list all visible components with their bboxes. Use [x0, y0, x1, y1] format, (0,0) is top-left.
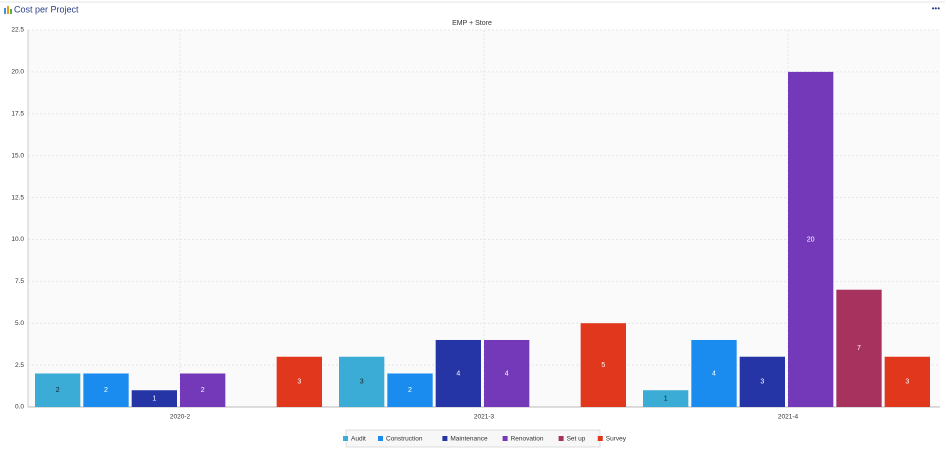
bar: [435, 339, 481, 407]
bar: [387, 373, 433, 407]
bar: [580, 323, 626, 407]
menu-button[interactable]: •••: [932, 4, 941, 13]
x-tick-label: 2021-4: [778, 414, 799, 421]
bar: [276, 356, 322, 407]
data-label: 2: [408, 387, 412, 394]
y-tick-label: 12.5: [11, 194, 24, 201]
legend-swatch: [343, 436, 348, 441]
data-label: 3: [297, 379, 301, 386]
data-label: 2: [201, 387, 205, 394]
data-label: 3: [905, 379, 909, 386]
y-tick-label: 22.5: [11, 27, 24, 34]
data-label: 2: [56, 387, 60, 394]
bar: [788, 71, 834, 407]
y-tick-label: 7.5: [15, 278, 24, 285]
bar: [643, 390, 689, 407]
legend-label: Audit: [351, 436, 366, 443]
legend-swatch: [597, 436, 603, 441]
y-tick-label: 5.0: [15, 320, 24, 327]
legend-label: Construction: [386, 436, 423, 443]
y-tick-label: 2.5: [15, 362, 24, 369]
data-label: 4: [712, 370, 716, 377]
bar: [339, 356, 385, 407]
data-label: 5: [601, 362, 605, 369]
bar: [83, 373, 129, 407]
legend-label: Renovation: [511, 436, 544, 443]
data-label: 4: [456, 370, 460, 377]
y-tick-label: 10.0: [11, 236, 24, 243]
legend-swatch: [558, 436, 564, 441]
bar: [884, 356, 930, 407]
data-label: 4: [505, 370, 509, 377]
legend-swatch: [378, 436, 383, 441]
chart-title: EMP + Store: [452, 20, 492, 27]
bar: [691, 339, 737, 407]
bar: [180, 373, 226, 407]
data-label: 3: [360, 379, 364, 386]
data-label: 1: [152, 395, 156, 402]
y-tick-label: 15.0: [11, 152, 24, 159]
legend-label: Survey: [606, 436, 627, 443]
data-label: 2: [104, 387, 108, 394]
data-label: 3: [760, 379, 764, 386]
bar: [131, 390, 177, 407]
data-label: 20: [807, 236, 815, 243]
bar: [484, 339, 530, 407]
bar: [35, 373, 81, 407]
x-tick-label: 2020-2: [170, 414, 191, 421]
y-tick-label: 0.0: [15, 404, 24, 411]
header-title: Cost per Project: [14, 4, 79, 14]
legend-label: Set up: [567, 436, 586, 443]
legend-label: Maintenance: [450, 436, 488, 443]
header-icon: [4, 6, 12, 14]
legend-swatch: [502, 436, 508, 441]
bar: [739, 356, 785, 407]
data-label: 7: [857, 345, 861, 352]
y-tick-label: 20.0: [11, 69, 24, 76]
data-label: 1: [664, 395, 668, 402]
x-tick-label: 2021-3: [474, 414, 495, 421]
legend-swatch: [442, 436, 448, 441]
bar: [836, 289, 882, 407]
y-tick-label: 17.5: [11, 110, 24, 117]
